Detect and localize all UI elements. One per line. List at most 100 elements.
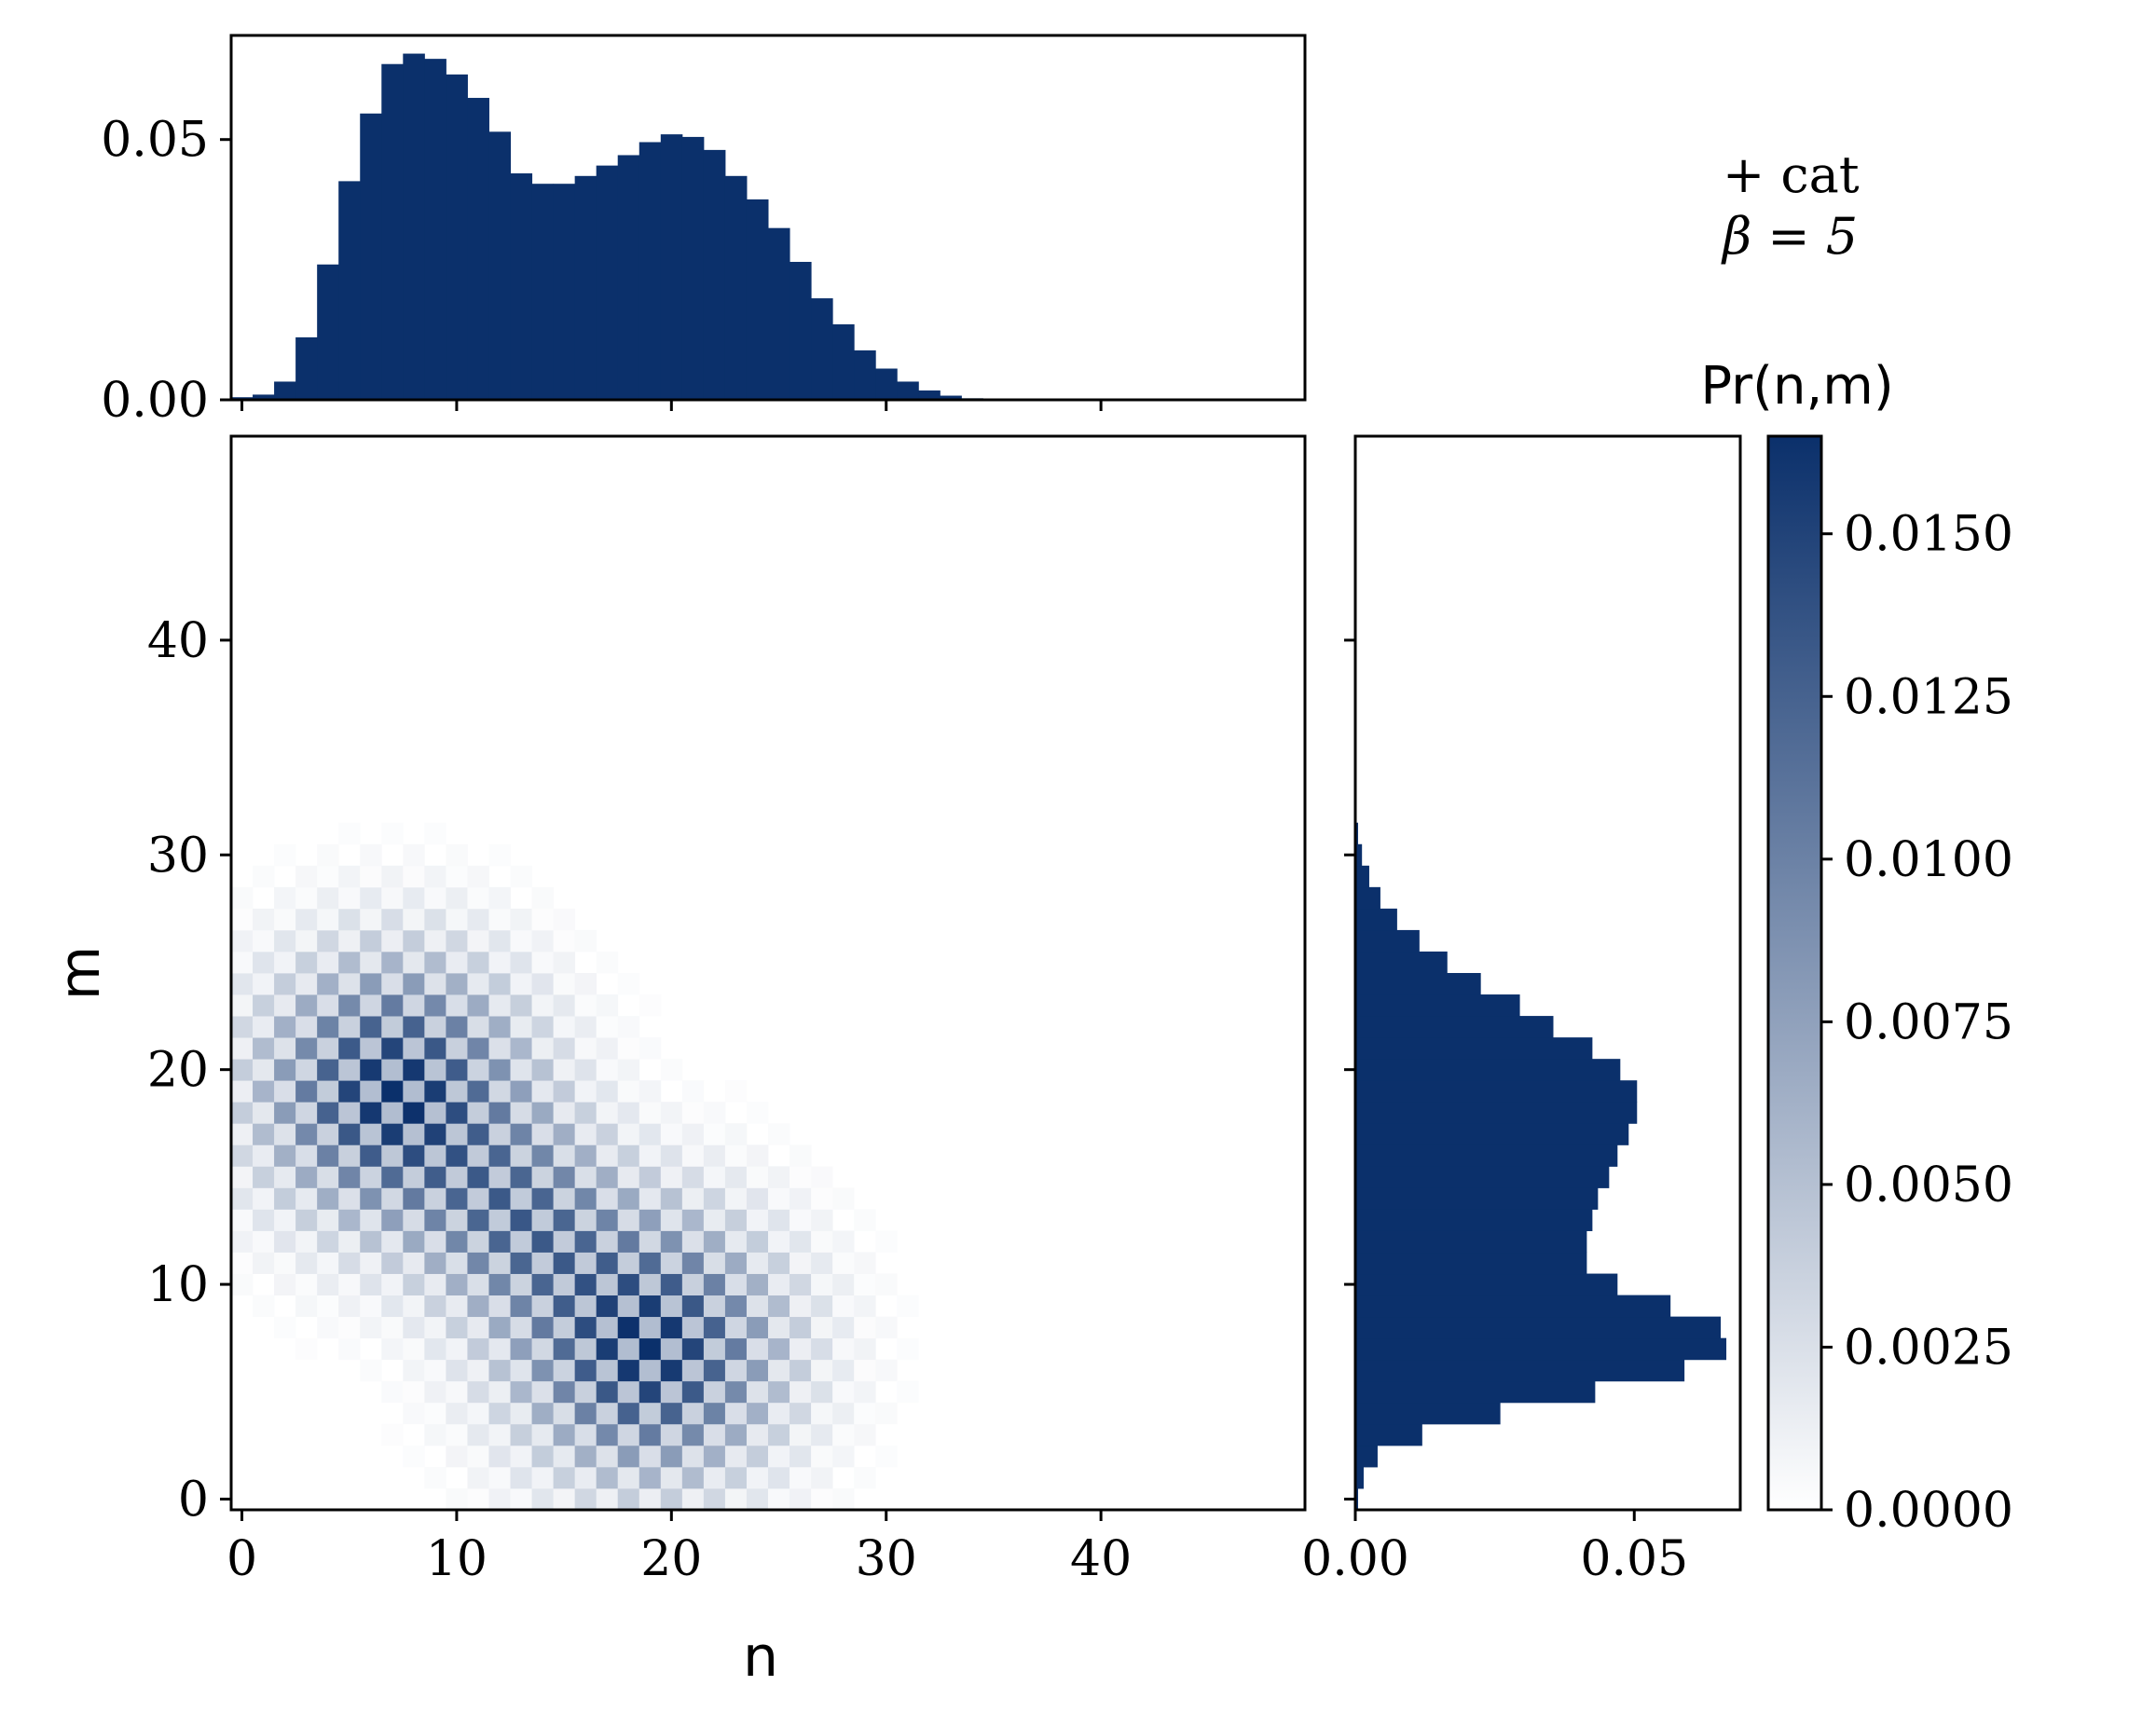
heatmap-cell (424, 1380, 446, 1404)
heatmap-cell (832, 1295, 855, 1318)
heatmap-cell (446, 1316, 468, 1339)
heatmap-cell (531, 1295, 554, 1318)
heatmap-cell (768, 1445, 790, 1468)
heatmap-cell (724, 1466, 748, 1489)
heatmap-cell (574, 1423, 597, 1446)
heatmap-cell (531, 1402, 554, 1425)
heatmap-cell (295, 1187, 318, 1210)
heatmap-cell (768, 1209, 790, 1231)
heatmap-cell (317, 1037, 339, 1060)
heatmap-cell (596, 1445, 619, 1468)
heatmap-cell (790, 1380, 812, 1404)
heatmap-cell (317, 1059, 339, 1081)
heatmap-cell (768, 1316, 790, 1339)
heatmap-cell (403, 929, 425, 952)
heatmap-cell (768, 1423, 790, 1446)
heatmap-cell (467, 1402, 489, 1425)
heatmap-cell (660, 1402, 683, 1425)
heatmap-cell (446, 1487, 468, 1511)
marginal-m-bar (1355, 1466, 1364, 1489)
heatmap-cell (446, 1380, 468, 1404)
heatmap-cell (790, 1252, 812, 1274)
heatmap-cell (424, 865, 446, 888)
heatmap-cell (574, 1102, 597, 1124)
heatmap-cell (832, 1423, 855, 1446)
heatmap-cell (553, 1487, 576, 1511)
heatmap-cell (338, 1037, 361, 1060)
heatmap-cell (274, 843, 296, 867)
marginal-n-bar (940, 395, 962, 400)
heatmap-cell (403, 1359, 425, 1382)
heatmap-cell (424, 1016, 446, 1038)
marginal-m-bar (1355, 865, 1369, 888)
heatmap-cell (467, 1230, 489, 1253)
heatmap-cell (231, 1273, 254, 1295)
heatmap-cell (531, 1445, 554, 1468)
heatmap-cell (681, 1123, 705, 1145)
heatmap-cell (317, 1123, 339, 1145)
heatmap-cell (446, 1187, 468, 1210)
heatmap-cell (574, 1252, 597, 1274)
heatmap-cell (231, 1209, 254, 1231)
heatmap-cell (703, 1295, 726, 1318)
heatmap-cell (360, 886, 382, 910)
heatmap-cell (317, 1273, 339, 1295)
heatmap-cell (724, 1423, 748, 1446)
heatmap-cell (253, 1144, 275, 1167)
heatmap-cell (381, 1380, 404, 1404)
heatmap-cell (574, 1144, 597, 1167)
heatmap-cell (381, 973, 404, 995)
x-tick-label: 10 (426, 1531, 488, 1587)
marginal-n-bar (875, 368, 898, 400)
heatmap-cell (617, 1102, 640, 1124)
marginal-n-bar (596, 165, 619, 400)
marginal-m-bar (1355, 1230, 1587, 1254)
heatmap-cell (253, 1295, 275, 1318)
heatmap-cell (317, 1209, 339, 1231)
heatmap-cell (660, 1123, 683, 1145)
heatmap-cell (660, 1359, 683, 1382)
marginal-n-bar (295, 336, 318, 400)
heatmap-cell (897, 1380, 919, 1404)
heatmap-cell (724, 1487, 748, 1511)
heatmap-cell (681, 1359, 705, 1382)
heatmap-cell (811, 1487, 833, 1511)
heatmap-cell (488, 1273, 511, 1295)
heatmap-cell (574, 1059, 597, 1081)
heatmap-cell (811, 1209, 833, 1231)
heatmap-cell (510, 1187, 532, 1210)
heatmap-cell (295, 1295, 318, 1318)
heatmap-cell (617, 1359, 640, 1382)
heatmap-cell (510, 1102, 532, 1124)
heatmap-cell (639, 994, 662, 1017)
heatmap-cell (553, 1316, 576, 1339)
heatmap-cell (446, 1295, 468, 1318)
heatmap-cell (338, 1144, 361, 1167)
marginal-m-frame (1353, 434, 1742, 1512)
heatmap-cell (746, 1166, 769, 1188)
heatmap-cell (553, 1402, 576, 1425)
marginal-n-bar (274, 381, 296, 400)
heatmap-cell (253, 1209, 275, 1231)
heatmap-cell (424, 994, 446, 1017)
heatmap-cell (531, 886, 554, 910)
heatmap-cell (510, 1359, 532, 1382)
heatmap-cell (790, 1466, 812, 1489)
heatmap-cell (553, 1037, 576, 1060)
heatmap-cell (488, 929, 511, 952)
y-tick-label: 40 (147, 613, 209, 669)
heatmap-cell (488, 1380, 511, 1404)
heatmap-cell (403, 1295, 425, 1318)
heatmap-cell (531, 1380, 554, 1404)
heatmap-cell (510, 951, 532, 974)
marginal-m-bar (1355, 1316, 1722, 1339)
heatmap-cell (274, 1144, 296, 1167)
colorbar-tick-label: 0.0075 (1844, 994, 2013, 1050)
heatmap-cell (274, 908, 296, 931)
heatmap-cell (574, 994, 597, 1017)
heatmap-cell (832, 1359, 855, 1382)
heatmap-cell (724, 1316, 748, 1339)
heatmap-cell (231, 1059, 254, 1081)
heatmap-cell (467, 1016, 489, 1038)
heatmap-cell (488, 1295, 511, 1318)
